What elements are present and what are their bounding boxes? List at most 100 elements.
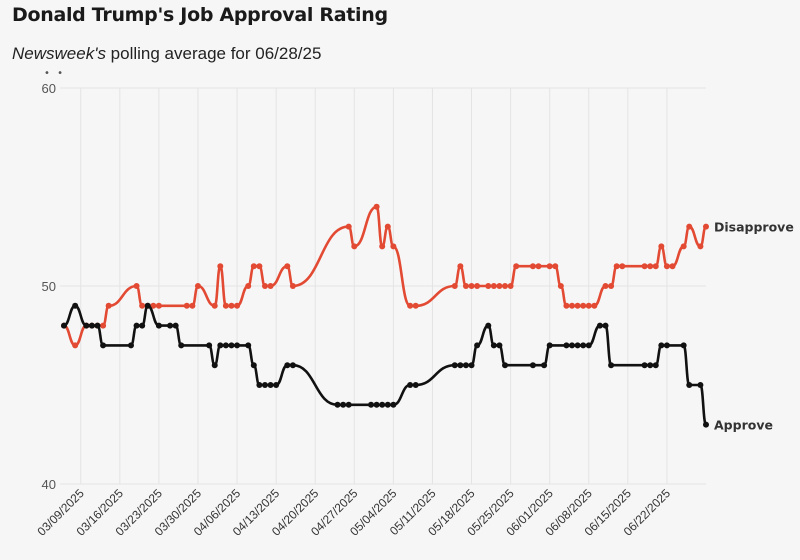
disapprove-point [217,263,224,270]
disapprove-point [513,263,520,270]
disapprove-point [619,263,626,270]
approve-point [245,342,252,349]
approve-point [267,382,274,388]
disapprove-point [390,243,397,250]
disapprove-point [641,263,648,270]
approve-point [390,401,397,408]
disapprove-point [485,283,492,289]
disapprove-point [546,263,553,270]
disapprove-point [658,243,665,250]
disapprove-point [697,243,704,250]
approve-point [127,342,134,349]
approve-point [167,322,174,329]
approve-point [541,362,548,369]
approve-point [596,322,603,329]
approve-point [686,382,693,388]
disapprove-point [585,302,592,309]
disapprove-point [183,302,190,309]
disapprove-point [100,322,107,329]
approve-label: Approve [714,418,773,433]
approve-point [412,382,419,388]
approve-point [172,322,179,329]
subtitle-publication: Newsweek's [12,44,106,63]
approve-point [451,362,458,369]
approve-point [703,421,709,428]
subtitle-text: polling average for 06/28/25 [105,44,322,63]
disapprove-point [669,263,676,270]
disapprove-point [591,302,598,309]
disapprove-point [507,283,514,289]
disapprove-point [703,223,709,230]
approve-point [256,382,263,388]
approve-point [334,401,341,408]
disapprove-point [563,302,570,309]
approve-point [234,342,241,349]
disapprove-point [256,263,263,270]
approve-point [284,362,291,369]
disapprove-point [412,302,419,309]
disapprove-point [552,263,559,270]
disapprove-point [680,243,687,250]
disapprove-point [72,342,79,349]
approve-point [206,342,213,349]
chart-title: Donald Trump's Job Approval Rating [12,4,388,26]
disapprove-point [139,302,146,309]
disapprove-point [150,302,157,309]
disapprove-point [189,302,196,309]
disapprove-point [250,263,257,270]
disapprove-point [222,302,229,309]
disapprove-point [457,263,464,270]
disapprove-point [351,243,358,250]
approve-point [178,342,185,349]
approve-point [217,342,224,349]
disapprove-point [379,243,386,250]
approve-point [457,362,464,369]
approve-point [228,342,235,349]
disapprove-point [261,283,268,289]
disapprove-point [490,283,497,289]
disapprove-point [529,263,536,270]
disapprove-point [289,283,296,289]
approve-point [529,362,536,369]
approve-point [407,382,414,388]
approve-point [641,362,648,369]
approve-point [663,342,670,349]
approve-point [474,342,481,349]
series-labels: Disapprove Approve [714,220,794,433]
disapprove-point [133,283,140,289]
disapprove-point [569,302,576,309]
disapprove-point [407,302,414,309]
approve-point [133,322,140,329]
approve-point [563,342,570,349]
disapprove-point [194,283,201,289]
disapprove-point [686,223,693,230]
approve-point [155,322,162,329]
approve-point [569,342,576,349]
disapprove-point [384,223,391,230]
disapprove-point [105,302,112,309]
approve-point [462,362,469,369]
disapprove-point [608,283,615,289]
approve-point [289,362,296,369]
x-axis-ticks: 03/09/202503/16/202503/23/202503/30/2025… [34,486,673,539]
disapprove-point [496,283,503,289]
approve-point [340,401,347,408]
approve-point [222,342,229,349]
disapprove-point [574,302,581,309]
disapprove-point [211,302,218,309]
y-tick-label: 50 [42,279,56,294]
y-tick-label: 60 [42,81,56,96]
approve-point [502,362,509,369]
approve-point [602,322,609,329]
disapprove-point [502,283,509,289]
approve-point [384,401,391,408]
approve-point [580,342,587,349]
approve-point [485,322,492,329]
disapprove-point [468,283,475,289]
disapprove-point [613,263,620,270]
approve-point [144,302,151,309]
approve-point [490,342,497,349]
disapprove-point [602,283,609,289]
approve-point [368,401,375,408]
